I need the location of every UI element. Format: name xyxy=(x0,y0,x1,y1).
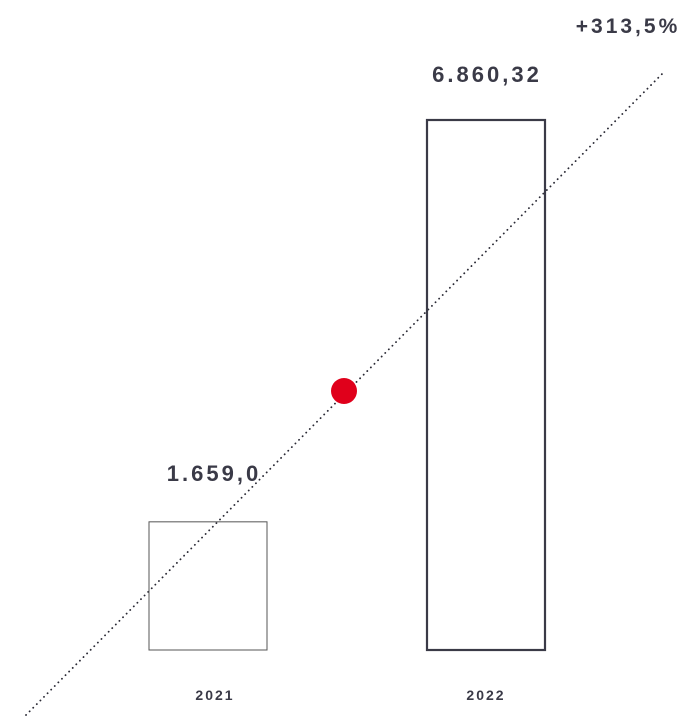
growth-marker-dot xyxy=(331,378,357,404)
bar-2022 xyxy=(425,118,547,652)
category-label-2021: 2021 xyxy=(195,687,234,703)
value-label-2022: 6.860,32 xyxy=(432,62,542,87)
bar-2021 xyxy=(148,521,268,651)
change-label: +313,5% xyxy=(576,15,681,38)
category-label-2022: 2022 xyxy=(466,687,505,703)
value-label-2021: 1.659,0 xyxy=(167,461,261,486)
